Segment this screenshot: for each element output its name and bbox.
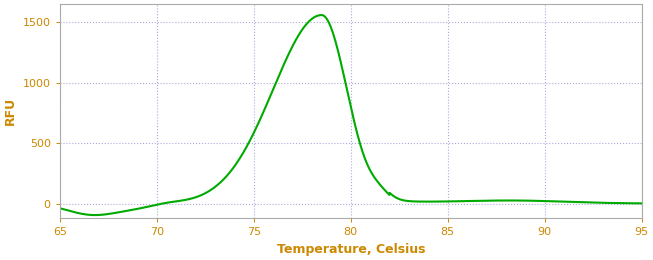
Y-axis label: RFU: RFU [4,97,17,125]
X-axis label: Temperature, Celsius: Temperature, Celsius [276,243,425,256]
